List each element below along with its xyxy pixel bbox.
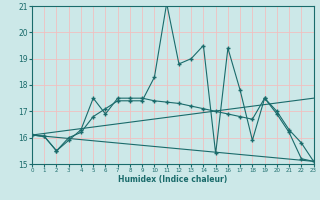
X-axis label: Humidex (Indice chaleur): Humidex (Indice chaleur)	[118, 175, 228, 184]
